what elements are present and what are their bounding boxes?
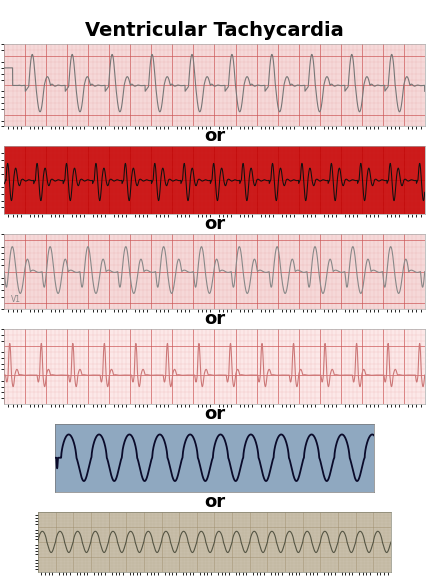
Text: or: or [204, 310, 225, 328]
Text: or: or [204, 215, 225, 233]
Text: Ventricular Tachycardia: Ventricular Tachycardia [85, 21, 344, 40]
Text: or: or [204, 492, 225, 510]
Text: or: or [204, 405, 225, 423]
Text: V1: V1 [11, 295, 21, 304]
Text: or: or [204, 127, 225, 146]
